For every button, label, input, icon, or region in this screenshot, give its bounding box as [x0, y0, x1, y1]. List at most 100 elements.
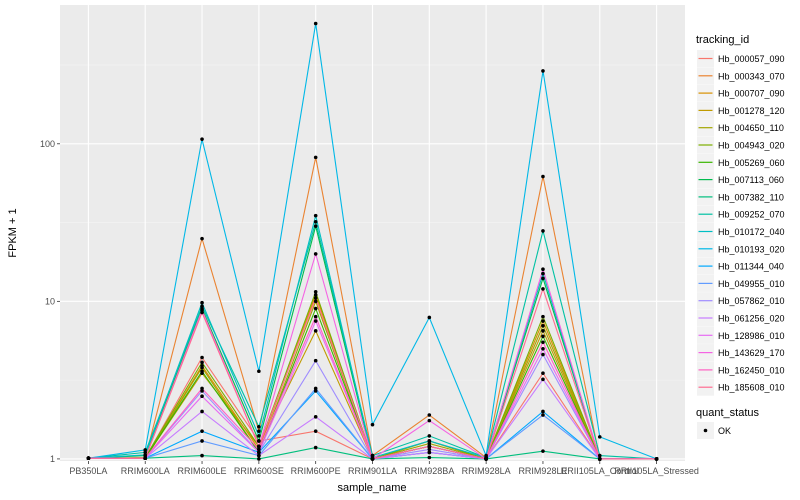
legend-title: tracking_id: [696, 34, 749, 46]
legend-label: Hb_009252_070: [718, 210, 785, 220]
data-point: [313, 386, 318, 391]
y-tick-label: 1: [50, 454, 55, 464]
x-tick-label: RRIM901LA: [348, 466, 397, 476]
data-point: [200, 369, 204, 374]
data-point: [541, 340, 545, 345]
data-point: [313, 299, 318, 304]
legend-item: Hb_007113_060: [697, 171, 784, 189]
y-axis-title: FPKM + 1: [7, 208, 19, 257]
legend-item: Hb_005269_060: [697, 153, 785, 171]
data-point: [541, 69, 545, 73]
legend-item: Hb_162450_010: [697, 361, 785, 379]
data-point: [541, 371, 545, 375]
data-point: [541, 329, 545, 333]
legend-label: Hb_000057_090: [718, 54, 785, 64]
data-point: [257, 369, 261, 374]
data-point: [200, 386, 204, 391]
y-axis: 1 10 100: [40, 139, 60, 464]
data-point: [427, 413, 432, 417]
data-point: [541, 449, 545, 453]
data-point: [313, 389, 318, 393]
data-point: [143, 448, 148, 452]
data-point: [313, 415, 318, 419]
data-point: [654, 457, 659, 461]
x-tick-label: RRIM600LE: [178, 466, 227, 476]
legend-label: Hb_061256_020: [718, 314, 785, 324]
legend-item: Hb_011344_040: [697, 257, 784, 275]
data-point: [200, 304, 204, 309]
data-point: [313, 21, 318, 26]
status-legend-title: quant_status: [696, 407, 759, 419]
y-tick-label: 100: [40, 139, 55, 149]
legend-item: Hb_128986_010: [697, 326, 785, 344]
status-legend-label: OK: [718, 426, 731, 436]
data-point: [313, 358, 318, 363]
legend-label: Hb_010193_020: [718, 244, 785, 254]
data-point: [143, 456, 148, 461]
data-point: [427, 315, 432, 320]
data-point: [313, 329, 318, 333]
x-axis-title: sample_name: [337, 482, 406, 494]
legend-label: Hb_007382_110: [718, 192, 784, 202]
data-point: [313, 289, 318, 294]
legend-item: Hb_000707_090: [697, 84, 785, 102]
data-point: [313, 306, 318, 311]
data-point: [313, 224, 318, 228]
data-point: [541, 267, 545, 271]
data-point: [200, 360, 204, 365]
legend-item: Hb_057862_010: [697, 292, 785, 310]
x-tick-label: RRIM928BA: [404, 466, 454, 476]
data-points: [86, 21, 659, 461]
legend-item: Hb_009252_070: [697, 205, 785, 223]
data-point: [313, 296, 318, 300]
legend-item: Hb_061256_020: [697, 309, 785, 327]
data-point: [541, 352, 545, 357]
data-point: [200, 236, 204, 241]
legend: tracking_id Hb_000057_090 Hb_000343_070 Hb…: [696, 34, 785, 439]
data-point: [200, 355, 204, 360]
data-point: [427, 455, 432, 460]
data-point: [427, 447, 432, 452]
data-point: [597, 453, 602, 458]
data-point: [370, 422, 375, 427]
data-point: [200, 365, 204, 370]
data-point: [541, 229, 545, 233]
data-point: [427, 434, 432, 438]
data-point: [313, 219, 318, 224]
legend-label: Hb_011344_040: [718, 262, 784, 272]
data-point: [257, 457, 261, 461]
data-point: [143, 453, 148, 457]
x-tick-label: RRII105LA_Stressed: [614, 466, 699, 476]
data-point: [257, 444, 261, 449]
data-point: [200, 439, 204, 443]
data-point: [200, 409, 204, 414]
data-point: [427, 418, 432, 423]
data-point: [200, 394, 204, 399]
data-point: [427, 444, 432, 449]
data-point: [200, 137, 204, 141]
data-point: [257, 453, 261, 458]
data-point: [541, 409, 545, 414]
legend-label: Hb_185608_010: [718, 383, 785, 393]
data-point: [597, 435, 602, 439]
data-point: [257, 434, 261, 438]
legend-label: Hb_001278_120: [718, 106, 785, 116]
data-point: [541, 287, 545, 291]
legend-label: Hb_005269_060: [718, 158, 785, 168]
legend-item: Hb_049955_010: [697, 274, 785, 292]
data-point: [541, 271, 545, 276]
x-tick-label: RRIM928LE: [518, 466, 567, 476]
legend-item: Hb_000057_090: [697, 50, 785, 67]
data-point: [484, 453, 488, 458]
data-point: [370, 457, 375, 461]
data-point: [541, 334, 545, 339]
data-point: [257, 439, 261, 443]
x-tick-label: RRIM600SE: [234, 466, 284, 476]
data-point: [541, 413, 545, 417]
data-point: [541, 377, 545, 382]
data-point: [541, 314, 545, 319]
data-point: [313, 314, 318, 319]
data-point: [313, 155, 318, 160]
data-point: [200, 453, 204, 458]
